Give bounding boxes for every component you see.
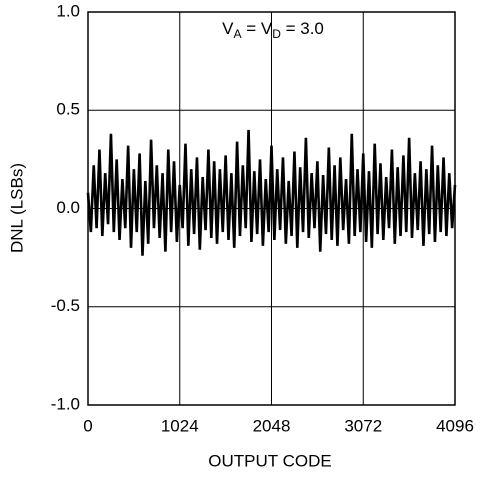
x-tick-label: 1024 bbox=[161, 416, 199, 435]
x-tick-label: 4096 bbox=[436, 416, 474, 435]
y-tick-label: 0.0 bbox=[56, 198, 80, 217]
annotation-part: A bbox=[233, 27, 241, 41]
y-tick-label: 1.0 bbox=[56, 1, 80, 20]
annotation-part: = 3.0 bbox=[281, 19, 324, 38]
x-tick-label: 2048 bbox=[253, 416, 291, 435]
x-axis-label: OUTPUT CODE bbox=[208, 451, 331, 470]
x-tick-label: 3072 bbox=[344, 416, 382, 435]
y-tick-label: 0.5 bbox=[56, 100, 80, 119]
annotation-part: = V bbox=[241, 19, 272, 38]
annotation-part: D bbox=[272, 27, 281, 41]
annotation: VA = VD = 3.0 bbox=[222, 19, 324, 41]
annotation-part: V bbox=[222, 19, 234, 38]
y-axis-label: DNL (LSBs) bbox=[7, 163, 26, 253]
x-tick-label: 0 bbox=[83, 416, 92, 435]
y-tick-label: -0.5 bbox=[51, 296, 80, 315]
y-tick-label: -1.0 bbox=[51, 394, 80, 413]
data-line bbox=[86, 129, 457, 256]
